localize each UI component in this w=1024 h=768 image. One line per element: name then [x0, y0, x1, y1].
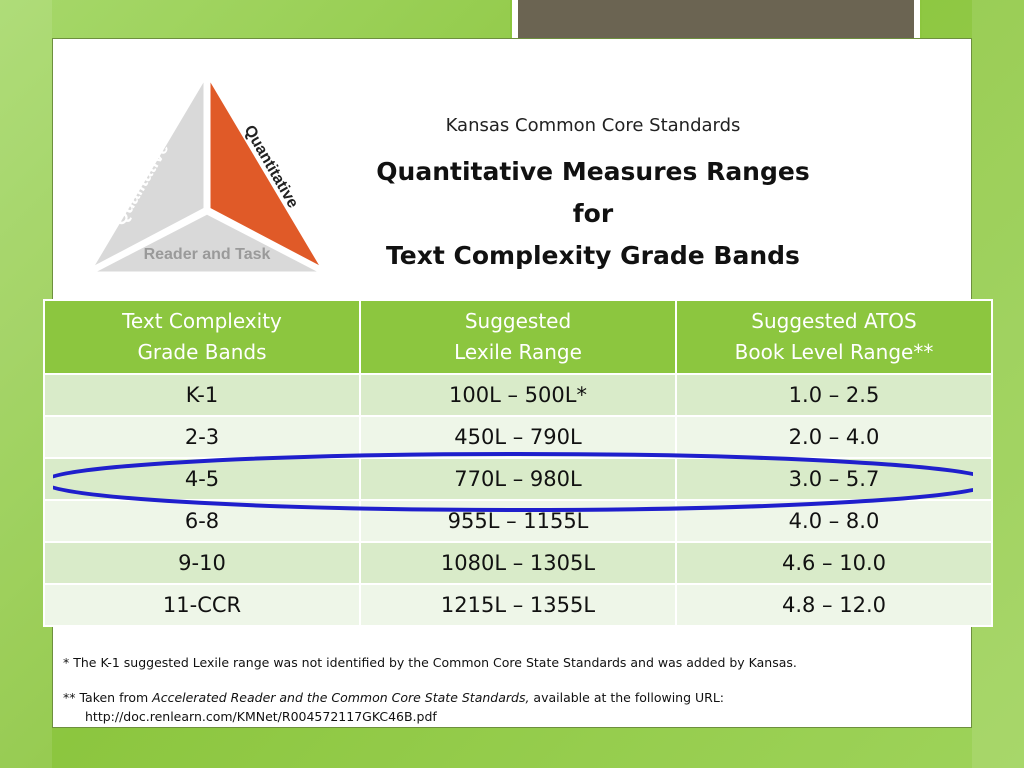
- table-row: 2-3 450L – 790L 2.0 – 4.0: [43, 415, 993, 459]
- grade-band-cell: 4-5: [43, 457, 361, 501]
- grade-band-cell: 6-8: [43, 499, 361, 543]
- grade-band-cell: 9-10: [43, 541, 361, 585]
- table-row: 9-10 1080L – 1305L 4.6 – 10.0: [43, 541, 993, 585]
- table-row: 4-5 770L – 980L 3.0 – 5.7: [43, 457, 993, 501]
- table-row: K-1 100L – 500L* 1.0 – 2.5: [43, 373, 993, 417]
- column-header-atos-range: Suggested ATOS Book Level Range**: [675, 299, 993, 375]
- column-header-grade-bands: Text Complexity Grade Bands: [43, 299, 361, 375]
- lexile-range-cell: 1215L – 1355L: [359, 583, 677, 627]
- grade-band-cell: 2-3: [43, 415, 361, 459]
- footnote-source: ** Taken from Accelerated Reader and the…: [63, 690, 725, 705]
- page-subtitle: Kansas Common Core Standards: [445, 115, 741, 136]
- atos-range-cell: 4.0 – 8.0: [675, 499, 993, 543]
- title-line: Text Complexity Grade Bands: [386, 241, 800, 270]
- table-header-row: Text Complexity Grade Bands Suggested Lexi…: [43, 299, 993, 375]
- grade-band-cell: K-1: [43, 373, 361, 417]
- atos-range-cell: 1.0 – 2.5: [675, 373, 993, 417]
- atos-range-cell: 2.0 – 4.0: [675, 415, 993, 459]
- grade-band-cell: 11-CCR: [43, 583, 361, 627]
- atos-range-cell: 4.8 – 12.0: [675, 583, 993, 627]
- atos-range-cell: 3.0 – 5.7: [675, 457, 993, 501]
- table-row: 11-CCR 1215L – 1355L 4.8 – 12.0: [43, 583, 993, 627]
- lexile-range-cell: 450L – 790L: [359, 415, 677, 459]
- atos-range-cell: 4.6 – 10.0: [675, 541, 993, 585]
- reader-task-segment: [90, 211, 324, 275]
- footnote-kansas: * The K-1 suggested Lexile range was not…: [63, 655, 797, 670]
- lexile-range-cell: 100L – 500L*: [359, 373, 677, 417]
- reader-task-label: Reader and Task: [144, 246, 271, 263]
- lexile-range-cell: 1080L – 1305L: [359, 541, 677, 585]
- source-url: http://doc.renlearn.com/KMNet/R004572117…: [85, 709, 437, 724]
- grade-bands-table: Text Complexity Grade Bands Suggested Lexi…: [43, 299, 993, 627]
- lexile-range-cell: 770L – 980L: [359, 457, 677, 501]
- page-title: Quantitative Measures Ranges for Text Co…: [353, 151, 833, 277]
- table-row: 6-8 955L – 1155L 4.0 – 8.0: [43, 499, 993, 543]
- text-complexity-triangle: Qualitative Quantitative Reader and Task: [86, 71, 328, 275]
- lexile-range-cell: 955L – 1155L: [359, 499, 677, 543]
- title-line: Quantitative Measures Ranges for: [376, 157, 810, 228]
- column-header-lexile-range: Suggested Lexile Range: [359, 299, 677, 375]
- qualitative-segment: [86, 71, 207, 273]
- footnotes: * The K-1 suggested Lexile range was not…: [63, 653, 943, 726]
- quantitative-segment: [207, 71, 328, 273]
- slide: Qualitative Quantitative Reader and Task…: [43, 38, 993, 728]
